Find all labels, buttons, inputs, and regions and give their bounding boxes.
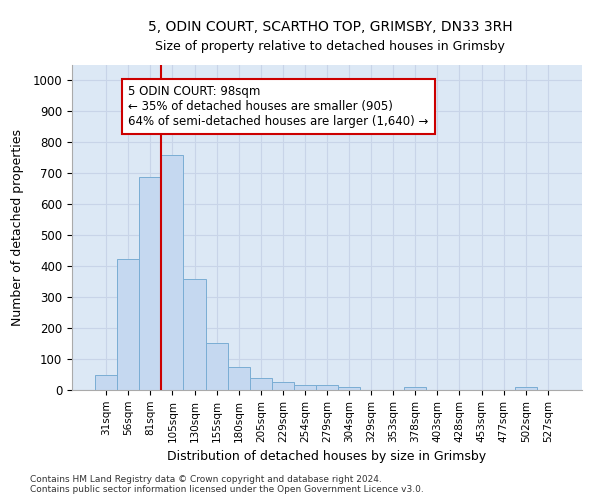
Bar bbox=[294, 384, 316, 390]
Bar bbox=[316, 384, 338, 390]
Bar bbox=[95, 374, 117, 390]
Bar bbox=[404, 387, 427, 390]
Text: 5, ODIN COURT, SCARTHO TOP, GRIMSBY, DN33 3RH: 5, ODIN COURT, SCARTHO TOP, GRIMSBY, DN3… bbox=[148, 20, 512, 34]
Bar bbox=[272, 382, 294, 390]
X-axis label: Distribution of detached houses by size in Grimsby: Distribution of detached houses by size … bbox=[167, 450, 487, 463]
Bar bbox=[139, 178, 161, 390]
Text: Contains public sector information licensed under the Open Government Licence v3: Contains public sector information licen… bbox=[30, 486, 424, 494]
Y-axis label: Number of detached properties: Number of detached properties bbox=[11, 129, 25, 326]
Bar bbox=[117, 260, 139, 390]
Bar bbox=[227, 367, 250, 390]
Text: 5 ODIN COURT: 98sqm
← 35% of detached houses are smaller (905)
64% of semi-detac: 5 ODIN COURT: 98sqm ← 35% of detached ho… bbox=[128, 85, 428, 128]
Bar bbox=[206, 342, 227, 390]
Bar bbox=[250, 378, 272, 390]
Bar bbox=[515, 387, 537, 390]
Bar bbox=[338, 387, 360, 390]
Bar bbox=[161, 155, 184, 390]
Text: Contains HM Land Registry data © Crown copyright and database right 2024.: Contains HM Land Registry data © Crown c… bbox=[30, 476, 382, 484]
Text: Size of property relative to detached houses in Grimsby: Size of property relative to detached ho… bbox=[155, 40, 505, 53]
Bar bbox=[184, 278, 206, 390]
